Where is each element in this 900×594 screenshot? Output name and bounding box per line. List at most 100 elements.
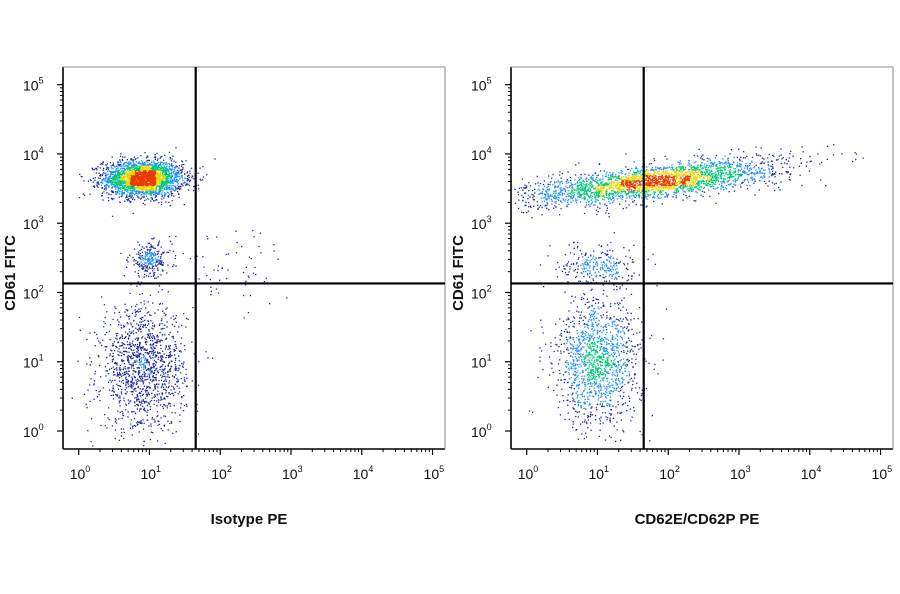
event-dot — [135, 356, 137, 358]
event-dot — [236, 241, 238, 244]
event-dot — [143, 324, 145, 327]
event-dot — [817, 153, 819, 155]
event-dot — [197, 433, 200, 435]
event-dot — [163, 388, 165, 390]
event-dot — [142, 268, 144, 271]
event-dot — [144, 361, 146, 364]
event-dot — [112, 398, 115, 400]
event-dot — [150, 346, 152, 348]
event-dot — [175, 315, 178, 317]
event-dot — [156, 355, 158, 357]
event-dot — [177, 370, 179, 372]
event-dot — [113, 368, 115, 370]
event-dot — [162, 407, 165, 409]
event-dot — [147, 167, 149, 170]
event-dot — [141, 172, 143, 174]
event-dot — [136, 167, 139, 169]
event-dot — [138, 359, 140, 361]
event-dot — [168, 380, 171, 382]
event-dot — [135, 314, 137, 316]
event-dot — [196, 255, 198, 257]
event-dot — [556, 261, 559, 264]
event-dot — [136, 343, 139, 346]
event-dot — [114, 374, 116, 376]
event-dot — [120, 173, 122, 175]
event-dot — [632, 366, 634, 368]
event-dot — [137, 272, 139, 274]
event-dot — [182, 185, 184, 187]
event-dot — [116, 372, 119, 374]
event-dot — [788, 157, 790, 159]
event-dot — [105, 186, 107, 188]
event-dot — [599, 207, 601, 209]
event-dot — [563, 400, 565, 402]
event-dot — [150, 425, 152, 427]
event-dot — [147, 183, 150, 185]
event-dot — [608, 212, 610, 215]
event-dot — [775, 159, 778, 161]
event-dot — [162, 169, 164, 171]
event-dot — [175, 431, 177, 433]
event-dot — [571, 295, 573, 297]
event-dot — [104, 180, 106, 182]
event-dot — [152, 189, 155, 191]
event-dot — [141, 188, 143, 190]
event-dot — [540, 319, 542, 321]
event-dot — [152, 325, 154, 327]
event-dot — [154, 167, 156, 169]
event-dot — [616, 429, 618, 431]
event-dot — [125, 183, 127, 185]
event-dot — [83, 194, 86, 196]
event-dot — [759, 155, 762, 157]
event-dot — [123, 167, 125, 170]
event-dot — [664, 155, 666, 157]
event-dot — [145, 343, 147, 346]
event-dot — [139, 328, 141, 331]
event-dot — [620, 439, 622, 441]
event-dot — [103, 188, 105, 190]
event-dot — [150, 175, 152, 177]
event-dot — [152, 187, 154, 189]
event-dot — [143, 263, 145, 266]
event-dot — [120, 184, 122, 187]
event-dot — [119, 181, 121, 183]
event-dot — [171, 186, 173, 189]
event-dot — [666, 158, 668, 160]
event-dot — [146, 188, 148, 190]
event-dot — [576, 241, 579, 244]
event-dot — [152, 432, 154, 434]
event-dot — [136, 190, 139, 192]
event-dot — [151, 397, 153, 399]
event-dot — [142, 186, 144, 189]
event-dot — [631, 362, 633, 364]
event-dot — [161, 192, 163, 194]
event-dot — [125, 368, 127, 370]
event-dot — [118, 190, 120, 192]
event-dot — [160, 397, 162, 399]
event-dot — [166, 168, 168, 170]
event-dot — [112, 358, 115, 360]
event-dot — [820, 161, 823, 164]
event-dot — [153, 379, 155, 382]
event-dot — [584, 421, 586, 423]
event-dot — [625, 327, 628, 330]
event-dot — [144, 410, 146, 412]
event-dot — [170, 317, 172, 319]
event-dot — [592, 296, 595, 299]
event-dot — [596, 298, 598, 300]
event-dot — [115, 333, 117, 335]
event-dot — [127, 373, 129, 375]
event-dot — [115, 182, 117, 184]
event-dot — [620, 309, 622, 311]
event-dot — [157, 256, 160, 258]
event-dot — [124, 187, 126, 189]
event-dot — [126, 341, 129, 343]
event-dot — [136, 192, 138, 195]
event-dot — [789, 153, 791, 155]
event-dot — [187, 174, 190, 176]
event-dot — [113, 165, 115, 167]
event-dot — [138, 276, 140, 278]
event-dot — [148, 252, 150, 255]
event-dot — [585, 253, 587, 255]
event-dot — [111, 156, 113, 158]
